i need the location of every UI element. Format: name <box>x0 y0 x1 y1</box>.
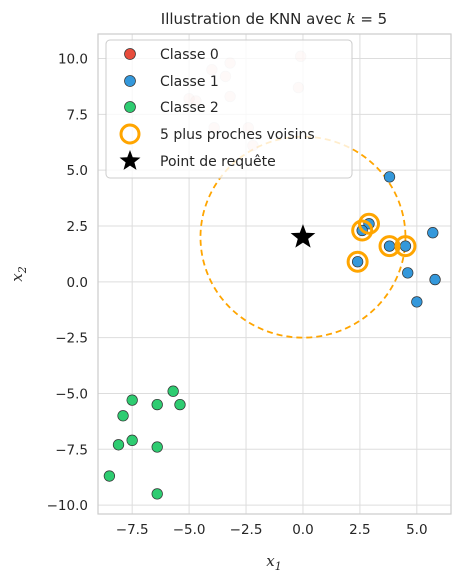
point-classe-2 <box>167 385 179 397</box>
legend-label-query: Point de requête <box>160 154 276 170</box>
plot-frame <box>97 33 452 515</box>
x-tick-label: −7.5 <box>116 522 149 538</box>
y-tick-label: 5.0 <box>67 163 88 179</box>
y-tick-label: 2.5 <box>67 219 88 235</box>
point-classe-2 <box>174 398 186 411</box>
legend-marker-query-star-icon <box>119 150 141 170</box>
legend-marker-neighbors <box>119 123 141 145</box>
x-tick-labels: −7.5 −5.0 −2.5 0.0 2.5 5.0 <box>116 522 428 538</box>
legend-box <box>105 39 353 179</box>
point-classe-1 <box>427 227 439 239</box>
y-tick-label: −5.0 <box>55 386 88 402</box>
x-tick-label: 5.0 <box>406 522 427 538</box>
x-tick-label: 2.5 <box>349 522 370 538</box>
x-tick-label: −5.0 <box>173 522 206 538</box>
legend-label-classe-0: Classe 0 <box>160 47 219 63</box>
y-tick-label: 10.0 <box>58 52 88 68</box>
neighbors-layer <box>346 212 417 273</box>
legend-marker-classe-2 <box>124 101 136 113</box>
legend-marker-classe-0 <box>124 48 136 60</box>
point-classe-1 <box>411 296 423 308</box>
point-classe-2 <box>112 439 125 451</box>
point-classe-2 <box>103 470 116 482</box>
y-tick-label: 0.0 <box>67 275 88 291</box>
point-classe-2 <box>117 410 129 422</box>
point-classe-2 <box>126 434 138 446</box>
query-point-star-icon <box>290 224 316 248</box>
legend-marker-classe-1 <box>124 75 136 87</box>
point-classe-2 <box>151 488 163 500</box>
y-axis-label: x2 <box>8 266 29 281</box>
point-classe-1 <box>399 240 412 252</box>
point-classe-1 <box>351 256 364 268</box>
neighbor-ring <box>351 219 374 242</box>
point-classe-1 <box>383 240 396 252</box>
neighbor-ring <box>378 235 401 258</box>
y-tick-label: −10.0 <box>47 498 88 514</box>
neighbor-ring <box>346 250 369 273</box>
legend-label-neighbors: 5 plus proches voisins <box>160 127 315 143</box>
point-classe-2 <box>151 398 163 411</box>
y-axis-label-group: x2 <box>8 266 29 281</box>
y-tick-labels: −10.0 −7.5 −5.0 −2.5 0.0 2.5 5.0 7.5 10.0 <box>47 52 88 515</box>
x-axis-label: x1 <box>266 552 281 573</box>
legend: Classe 0 Classe 1 Classe 2 5 plus proche… <box>105 39 353 179</box>
y-tick-label: 7.5 <box>67 107 88 123</box>
point-classe-2 <box>151 441 163 453</box>
y-tick-label: −2.5 <box>55 331 88 347</box>
query-layer <box>290 224 316 248</box>
point-classe-2 <box>126 394 138 406</box>
y-tick-label: −7.5 <box>55 442 88 458</box>
legend-label-classe-2: Classe 2 <box>160 100 219 116</box>
x-tick-label: 0.0 <box>292 522 313 538</box>
point-classe-1 <box>383 171 396 183</box>
x-tick-label: −2.5 <box>230 522 263 538</box>
point-classe-1 <box>429 273 441 286</box>
neighbor-ring <box>394 235 417 258</box>
chart-title: Illustration de KNN avec k = 5 <box>161 10 387 28</box>
point-classe-1 <box>402 267 414 279</box>
legend-label-classe-1: Classe 1 <box>160 74 219 90</box>
neighbor-ring <box>358 212 381 235</box>
